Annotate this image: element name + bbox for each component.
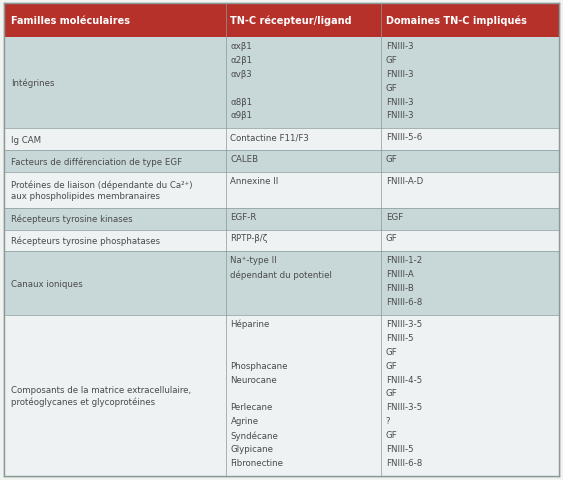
Text: GF: GF bbox=[386, 84, 397, 93]
Text: Neurocane: Neurocane bbox=[230, 375, 277, 384]
Text: CALEB: CALEB bbox=[230, 155, 258, 164]
Bar bbox=[4, 208, 559, 230]
Text: Phosphacane: Phosphacane bbox=[230, 361, 288, 370]
Bar bbox=[4, 4, 559, 38]
Text: ?: ? bbox=[386, 417, 390, 425]
Text: α8β1: α8β1 bbox=[230, 97, 253, 107]
Text: Composants de la matrice extracellulaire,
protéoglycanes et glycoprotéines: Composants de la matrice extracellulaire… bbox=[11, 385, 191, 407]
Text: FNIII-3: FNIII-3 bbox=[386, 70, 413, 79]
Bar bbox=[4, 315, 559, 476]
Text: FNIII-5: FNIII-5 bbox=[386, 444, 413, 453]
Text: α2β1: α2β1 bbox=[230, 56, 253, 65]
Text: GF: GF bbox=[386, 431, 397, 439]
Text: FNIII-5-6: FNIII-5-6 bbox=[386, 133, 422, 142]
Bar bbox=[4, 38, 559, 129]
Text: Récepteurs tyrosine phosphatases: Récepteurs tyrosine phosphatases bbox=[11, 236, 160, 246]
Text: GF: GF bbox=[386, 155, 397, 164]
Text: Récepteurs tyrosine kinases: Récepteurs tyrosine kinases bbox=[11, 215, 133, 224]
Text: Canaux ioniques: Canaux ioniques bbox=[11, 279, 83, 288]
Text: FNIII-1-2: FNIII-1-2 bbox=[386, 256, 422, 264]
Text: EGF: EGF bbox=[386, 212, 403, 221]
Bar bbox=[4, 230, 559, 252]
Text: Na⁺-type II: Na⁺-type II bbox=[230, 256, 277, 264]
Bar bbox=[4, 173, 559, 208]
Text: FNIII-3-5: FNIII-3-5 bbox=[386, 319, 422, 328]
Text: α9β1: α9β1 bbox=[230, 111, 252, 120]
Text: FNIII-3: FNIII-3 bbox=[386, 42, 413, 51]
Text: FNIII-6-8: FNIII-6-8 bbox=[386, 458, 422, 467]
Text: Annexine II: Annexine II bbox=[230, 177, 279, 186]
Text: Fibronectine: Fibronectine bbox=[230, 458, 283, 467]
Text: FNIII-3: FNIII-3 bbox=[386, 97, 413, 107]
Text: αvβ3: αvβ3 bbox=[230, 70, 252, 79]
Text: dépendant du potentiel: dépendant du potentiel bbox=[230, 270, 332, 279]
Text: FNIII-A: FNIII-A bbox=[386, 270, 414, 278]
Text: GF: GF bbox=[386, 234, 397, 243]
Text: Protéines de liaison (dépendante du Ca²⁺)
aux phospholipides membranaires: Protéines de liaison (dépendante du Ca²⁺… bbox=[11, 180, 193, 201]
Text: Intégrines: Intégrines bbox=[11, 79, 55, 88]
Text: Contactine F11/F3: Contactine F11/F3 bbox=[230, 133, 309, 142]
Text: Agrine: Agrine bbox=[230, 417, 258, 425]
Bar bbox=[4, 129, 559, 151]
Bar bbox=[4, 252, 559, 315]
Text: Héparine: Héparine bbox=[230, 319, 270, 329]
Bar bbox=[4, 151, 559, 173]
Text: FNIII-A-D: FNIII-A-D bbox=[386, 177, 423, 186]
Text: EGF-R: EGF-R bbox=[230, 212, 257, 221]
Text: αxβ1: αxβ1 bbox=[230, 42, 252, 51]
Text: Domaines TN-C impliqués: Domaines TN-C impliqués bbox=[386, 16, 527, 26]
Text: FNIII-B: FNIII-B bbox=[386, 284, 414, 292]
Text: FNIII-3: FNIII-3 bbox=[386, 111, 413, 120]
Text: GF: GF bbox=[386, 389, 397, 397]
Text: GF: GF bbox=[386, 56, 397, 65]
Text: FNIII-6-8: FNIII-6-8 bbox=[386, 298, 422, 306]
Text: Familles moléculaires: Familles moléculaires bbox=[11, 16, 130, 26]
Text: Ig CAM: Ig CAM bbox=[11, 135, 41, 144]
Text: Syndécane: Syndécane bbox=[230, 431, 278, 440]
Text: GF: GF bbox=[386, 361, 397, 370]
Text: GF: GF bbox=[386, 347, 397, 356]
Text: TN-C récepteur/ligand: TN-C récepteur/ligand bbox=[230, 16, 352, 26]
Text: FNIII-3-5: FNIII-3-5 bbox=[386, 403, 422, 411]
Text: Glypicane: Glypicane bbox=[230, 444, 274, 453]
Text: Facteurs de différenciation de type EGF: Facteurs de différenciation de type EGF bbox=[11, 157, 182, 167]
Text: Perlecane: Perlecane bbox=[230, 403, 273, 411]
Text: FNIII-5: FNIII-5 bbox=[386, 333, 413, 342]
Text: FNIII-4-5: FNIII-4-5 bbox=[386, 375, 422, 384]
Text: RPTP-β/ζ: RPTP-β/ζ bbox=[230, 234, 268, 243]
